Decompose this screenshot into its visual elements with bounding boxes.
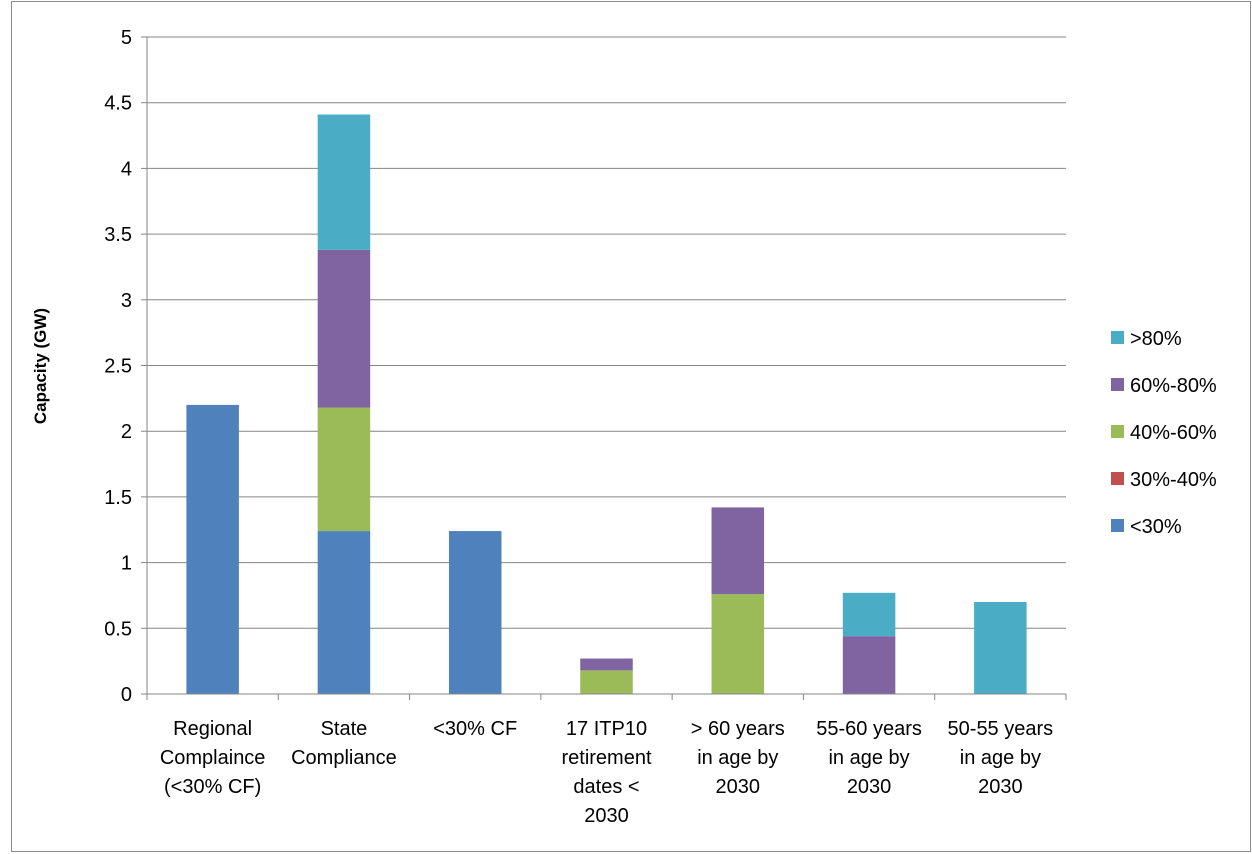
x-tick-label: Regional Complaince (<30% CF)	[160, 718, 266, 798]
bar-segment	[580, 658, 633, 671]
legend-label: 30%-40%	[1130, 469, 1217, 491]
legend-swatch	[1111, 519, 1124, 532]
x-tick-label: 50-55 years in age by 2030	[948, 718, 1054, 798]
legend: >80% 60%-80% 40%-60% 30%-40% <30%	[1111, 328, 1217, 538]
bar-segment	[842, 592, 896, 637]
y-tick-label: 1	[121, 553, 132, 575]
x-tick-label: 17 ITP10 retirement dates <2030	[561, 718, 651, 827]
legend-swatch	[1111, 472, 1124, 485]
bar-segment	[317, 531, 371, 694]
bar-segment	[711, 594, 765, 694]
bars	[186, 114, 1027, 694]
bar-segment	[317, 407, 371, 532]
y-tick-label: 2.5	[104, 356, 132, 378]
x-tick-label: <30% CF	[433, 718, 517, 740]
axes	[146, 37, 1067, 700]
y-tick-label: 5	[121, 27, 132, 49]
x-tick-label: 55-60 years in age by 2030	[816, 718, 922, 798]
bar-segment	[580, 670, 633, 694]
x-tick-label: > 60 years in age by 2030	[691, 718, 785, 798]
y-tick-label: 3.5	[104, 224, 132, 246]
bar-segment	[317, 249, 371, 408]
y-tick-label: 3	[121, 290, 132, 312]
bar-segment	[711, 507, 765, 595]
legend-label: 60%-80%	[1130, 375, 1217, 397]
legend-swatch	[1111, 331, 1124, 344]
bar-segment	[448, 531, 502, 694]
bar-segment	[317, 114, 371, 250]
legend-swatch	[1111, 425, 1124, 438]
x-tick-label: State Compliance	[291, 718, 397, 769]
legend-label: 40%-60%	[1130, 422, 1217, 444]
legend-label: >80%	[1130, 328, 1182, 350]
bar-segment	[842, 636, 896, 694]
bar-segment	[186, 404, 239, 694]
bar-segment	[974, 602, 1027, 694]
y-tick-label: 0.5	[104, 618, 132, 640]
y-tick-labels: 0 0.5 1 1.5 2 2.5 3 3.5 4 4.5 5	[104, 27, 132, 706]
y-axis-label: Capacity (GW)	[31, 308, 50, 424]
y-tick-label: 1.5	[104, 487, 132, 509]
legend-swatch	[1111, 378, 1124, 391]
y-tick-label: 0	[121, 684, 132, 706]
y-tick-label: 4.5	[104, 93, 132, 115]
y-tick-label: 4	[121, 158, 132, 180]
legend-label: <30%	[1130, 516, 1182, 538]
x-tick-labels: Regional Complaince (<30% CF) State Complian…	[160, 718, 1053, 827]
y-tick-label: 2	[121, 421, 132, 443]
gridlines	[141, 36, 1066, 695]
